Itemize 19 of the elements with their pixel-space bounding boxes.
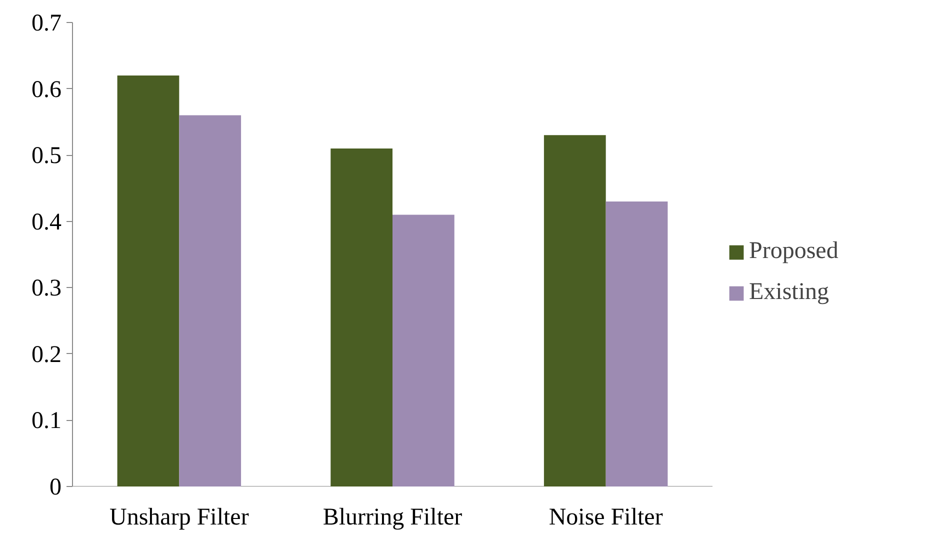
y-tick-label: 0.3 xyxy=(32,276,62,302)
bar xyxy=(606,201,668,486)
y-tick-label: 0.4 xyxy=(32,209,62,236)
bar xyxy=(392,214,454,486)
y-tick-label: 0.7 xyxy=(32,10,62,36)
bar xyxy=(179,115,242,486)
bar xyxy=(117,76,180,486)
y-tick-label: 0 xyxy=(50,474,62,500)
y-tick-label: 0.2 xyxy=(32,342,62,368)
legend-label: Existing xyxy=(749,279,830,306)
y-tick-label: 0.1 xyxy=(32,408,62,434)
bar xyxy=(330,148,392,486)
x-tick-label: Noise Filter xyxy=(548,504,663,530)
y-tick-label: 0.5 xyxy=(32,143,62,170)
legend-label: Proposed xyxy=(749,238,838,265)
bar xyxy=(544,135,606,486)
x-tick-label: Blurring Filter xyxy=(322,504,462,530)
x-tick-label: Unsharp Filter xyxy=(110,504,249,530)
y-tick-label: 0.6 xyxy=(32,76,62,103)
